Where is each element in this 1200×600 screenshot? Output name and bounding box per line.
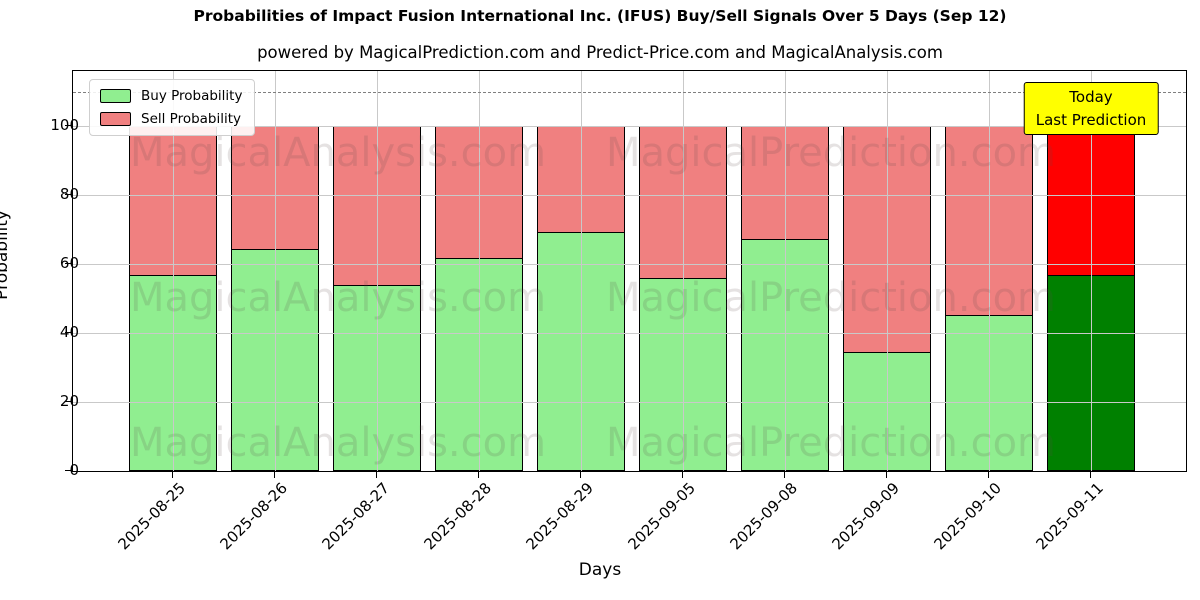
legend-label-sell: Sell Probability [141,111,242,127]
watermark-text: MagicalPrediction.com [606,130,1056,176]
y-tick-mark [65,470,71,472]
x-tick-label: 2025-09-05 [624,479,699,554]
x-tick-label: 2025-08-28 [420,479,495,554]
x-tick-label: 2025-08-25 [114,479,189,554]
x-gridline [173,71,174,471]
x-tick-label: 2025-08-29 [522,479,597,554]
x-tick-label: 2025-09-09 [828,479,903,554]
x-gridline [275,71,276,471]
x-gridline [683,71,684,471]
y-gridline [73,195,1186,196]
x-tick-mark [580,471,582,478]
x-gridline [1091,71,1092,471]
x-gridline [581,71,582,471]
y-tick-mark [65,401,71,403]
x-tick-mark [172,471,174,478]
chart-title: Probabilities of Impact Fusion Internati… [193,7,1007,25]
x-gridline [479,71,480,471]
x-tick-mark [1090,471,1092,478]
y-tick-label: 0 [69,461,79,479]
watermark-text: MagicalAnalysis.com [129,130,547,176]
y-tick-mark [65,332,71,334]
x-gridline [989,71,990,471]
y-gridline [73,264,1186,265]
x-tick-label: 2025-08-27 [318,479,393,554]
chart-subtitle: powered by MagicalPrediction.com and Pre… [257,43,943,62]
legend-entry-sell: Sell Probability [100,111,242,127]
y-tick-mark [65,263,71,265]
annotation-line-1: Today [1069,88,1113,106]
x-tick-label: 2025-09-08 [726,479,801,554]
x-tick-mark [784,471,786,478]
sell-swatch-icon [100,112,131,126]
x-tick-label: 2025-08-26 [216,479,291,554]
watermark-text: MagicalPrediction.com [606,420,1056,466]
y-tick-label: 100 [50,116,79,134]
legend-label-buy: Buy Probability [141,88,243,104]
x-gridline [785,71,786,471]
x-tick-label: 2025-09-11 [1032,479,1107,554]
x-tick-label: 2025-09-10 [930,479,1005,554]
dashed-threshold-line [73,91,1186,93]
x-gridline [887,71,888,471]
y-gridline [73,126,1186,127]
x-gridline [377,71,378,471]
annotation-line-2: Last Prediction [1035,110,1147,129]
y-tick-mark [65,194,71,196]
y-gridline [73,333,1186,334]
x-tick-mark [988,471,990,478]
watermark-text: MagicalAnalysis.com [129,420,547,466]
watermark-text: MagicalAnalysis.com [129,275,547,321]
x-tick-mark [274,471,276,478]
x-tick-mark [478,471,480,478]
today-annotation-box: Today Last Prediction [1023,82,1159,135]
x-tick-mark [886,471,888,478]
x-tick-mark [376,471,378,478]
chart-legend: Buy Probability Sell Probability [89,79,256,136]
buy-swatch-icon [100,89,131,103]
y-tick-mark [65,125,71,127]
y-gridline [73,402,1186,403]
x-tick-mark [682,471,684,478]
plot-area: MagicalAnalysis.com MagicalPrediction.com… [72,70,1187,472]
watermark-text: MagicalPrediction.com [606,275,1056,321]
legend-entry-buy: Buy Probability [100,88,242,104]
x-axis-label: Days [578,560,622,580]
y-axis-label: Probability [0,210,12,300]
